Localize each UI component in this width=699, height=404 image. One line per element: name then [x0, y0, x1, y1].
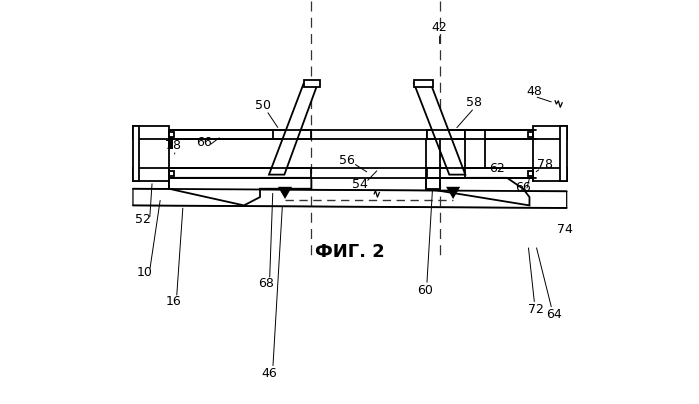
- Text: 72: 72: [528, 303, 544, 316]
- Polygon shape: [169, 130, 273, 139]
- Polygon shape: [427, 178, 529, 205]
- Polygon shape: [169, 132, 174, 137]
- Polygon shape: [169, 168, 311, 178]
- Polygon shape: [269, 84, 318, 175]
- Polygon shape: [169, 178, 311, 205]
- Text: 68: 68: [259, 277, 274, 290]
- Polygon shape: [426, 178, 440, 189]
- Polygon shape: [533, 168, 567, 181]
- Polygon shape: [446, 187, 460, 199]
- Polygon shape: [168, 137, 173, 149]
- Polygon shape: [466, 130, 484, 168]
- Polygon shape: [427, 130, 466, 139]
- Polygon shape: [528, 171, 533, 176]
- Text: 10: 10: [136, 266, 152, 279]
- Polygon shape: [427, 168, 466, 178]
- Polygon shape: [561, 126, 567, 181]
- Text: 62: 62: [489, 162, 505, 175]
- Polygon shape: [427, 130, 533, 139]
- Text: 66: 66: [515, 181, 531, 194]
- Polygon shape: [528, 132, 533, 137]
- Polygon shape: [133, 189, 567, 208]
- Text: 58: 58: [466, 96, 482, 109]
- Polygon shape: [427, 168, 533, 178]
- Text: 16: 16: [166, 295, 181, 308]
- Polygon shape: [169, 130, 311, 139]
- Polygon shape: [169, 171, 174, 176]
- Text: 78: 78: [537, 158, 553, 171]
- Polygon shape: [133, 126, 139, 181]
- Polygon shape: [133, 168, 169, 181]
- Text: 46: 46: [261, 367, 277, 380]
- Text: 74: 74: [558, 223, 573, 236]
- Polygon shape: [303, 80, 320, 87]
- Text: 42: 42: [432, 21, 447, 34]
- Polygon shape: [414, 80, 433, 87]
- Text: 52: 52: [136, 213, 151, 226]
- Text: 50: 50: [254, 99, 271, 112]
- Text: 78: 78: [165, 139, 181, 152]
- Polygon shape: [133, 126, 169, 139]
- Text: 64: 64: [546, 308, 562, 321]
- Polygon shape: [278, 187, 292, 199]
- Polygon shape: [414, 84, 466, 175]
- Text: ФИГ. 2: ФИГ. 2: [315, 243, 384, 261]
- Polygon shape: [533, 126, 567, 139]
- Text: 54: 54: [352, 178, 368, 191]
- Text: 56: 56: [339, 154, 355, 167]
- Text: 66: 66: [196, 136, 211, 149]
- Text: 48: 48: [526, 85, 542, 98]
- Text: 60: 60: [417, 284, 433, 297]
